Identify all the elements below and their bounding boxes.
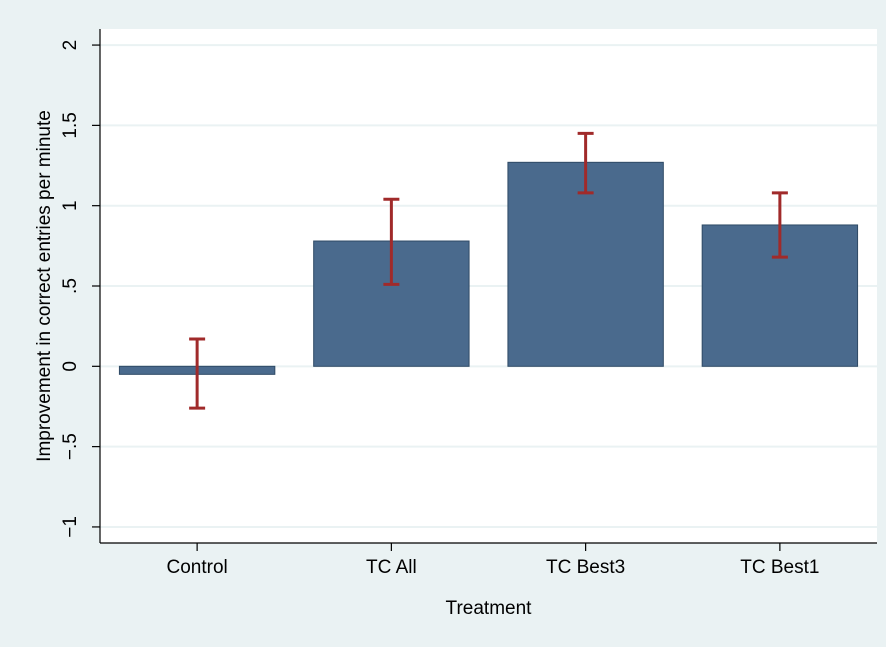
y-tick-label: −1 bbox=[60, 516, 81, 538]
y-tick-label: 1 bbox=[60, 200, 81, 211]
tick-labels: −1 −.5 0 .5 1 1.5 2 Control TC All TC Best3 TC Bes… bbox=[60, 40, 819, 578]
y-tick-label: −.5 bbox=[60, 433, 81, 460]
x-axis-title: Treatment bbox=[446, 598, 533, 619]
error-bars bbox=[189, 131, 788, 410]
y-axis-title: Improvement in correct entries per minut… bbox=[34, 110, 55, 462]
y-tick-label: 1.5 bbox=[60, 112, 81, 138]
y-tick-label: 2 bbox=[60, 40, 81, 51]
x-tick-label: TC Best3 bbox=[546, 557, 625, 578]
x-tick-label: Control bbox=[167, 557, 228, 578]
y-tick-label: 0 bbox=[60, 361, 81, 372]
x-tick-label: TC All bbox=[366, 557, 417, 578]
error-bar bbox=[577, 131, 594, 195]
error-bar bbox=[383, 197, 400, 286]
y-tick-label: .5 bbox=[60, 278, 81, 294]
error-bar bbox=[771, 191, 788, 259]
error-bar bbox=[189, 337, 206, 410]
x-tick-label: TC Best1 bbox=[740, 557, 819, 578]
